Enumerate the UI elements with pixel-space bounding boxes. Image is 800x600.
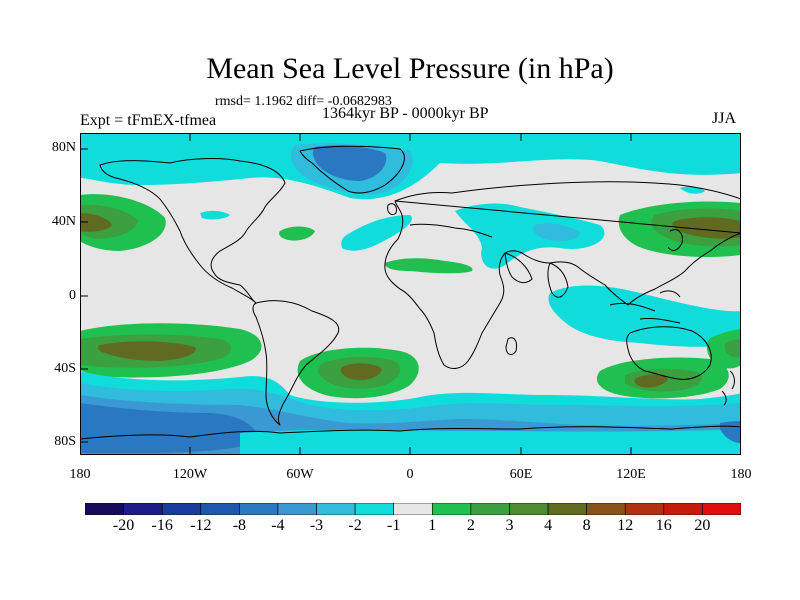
coast-mediterranean (409, 223, 493, 238)
colorbar-tick-label: 4 (544, 517, 553, 534)
colorbar-tick-label: 16 (655, 517, 672, 534)
lat-label-40s: 40S (54, 361, 76, 376)
colorbar-tick-label: 20 (694, 517, 711, 534)
colorbar-swatch (316, 503, 356, 515)
coast-new-zealand (721, 370, 735, 406)
coast-greenland (299, 145, 405, 194)
coast-japan (667, 229, 683, 251)
colorbar-swatch (547, 503, 587, 515)
antarctic-band (240, 429, 741, 455)
coast-india (547, 262, 569, 298)
colorbar-swatch (702, 503, 741, 515)
colorbar-tick-label: -16 (151, 517, 173, 534)
colorbar-tick-label: 2 (466, 517, 475, 534)
colorbar-tick-label: 1 (428, 517, 437, 534)
colorbar-swatch (200, 503, 240, 515)
arctic-low-region (80, 141, 741, 200)
colorbar-swatch (85, 503, 124, 515)
coast-arabia (504, 252, 533, 284)
lon-label-180-east: 180 (730, 467, 752, 482)
sahara-high (385, 258, 473, 274)
n-atlantic-high (279, 226, 315, 241)
colorbar-tick-label: 8 (582, 517, 591, 534)
colorbar-swatch (431, 503, 472, 515)
period-label: 1364kyr BP - 0000kyr BP (322, 105, 489, 122)
colorbar-tick-label: -1 (387, 517, 401, 534)
colorbar-tick-label: -20 (112, 517, 135, 534)
coast-british-isles (387, 203, 397, 216)
s-atlantic-high-core (340, 363, 382, 381)
axis-ticks (80, 133, 632, 455)
colorbar-swatch (586, 503, 626, 515)
coast-australia (626, 326, 712, 380)
colorbar-swatch (663, 503, 703, 515)
s-pacific-high-core (97, 341, 196, 361)
n-pacific-high-west-inner (80, 213, 112, 232)
southern-ocean-low-deep (80, 403, 260, 453)
colorbar-swatch (354, 503, 395, 515)
colorbar-swatch (123, 503, 163, 515)
coast-antarctica (80, 425, 741, 440)
colorbar-swatch (624, 503, 665, 515)
colorbar-swatch (161, 503, 202, 515)
season-label: JJA (712, 110, 737, 127)
colorbar-swatch (239, 503, 279, 515)
lat-label-0: 0 (69, 288, 76, 303)
lat-label-80s: 80S (54, 434, 76, 449)
lat-label-80n: 80N (51, 140, 76, 155)
colorbar-swatch (470, 503, 510, 515)
colorbar-swatch (277, 503, 317, 515)
lon-label-180-west: 180 (69, 467, 91, 482)
experiment-label: Expt = tFmEX-tfmea (80, 112, 217, 129)
colorbar-tick-label: -4 (271, 517, 285, 534)
n-pacific-high-east-inner (672, 217, 741, 239)
colorbar-tick-label: -12 (190, 517, 212, 534)
coast-south-america (252, 300, 340, 426)
s-pacific-east-high-core (725, 339, 741, 358)
colorbar-swatch (509, 503, 549, 515)
colorbar-tick-label: 12 (617, 517, 634, 534)
colorbar-tick-label: -8 (232, 517, 247, 534)
n-atlantic-low (341, 215, 412, 251)
map-title: Mean Sea Level Pressure (in hPa) (206, 52, 614, 85)
pressure-anomaly-map (80, 133, 741, 455)
colorbar-tick-label: -3 (309, 517, 324, 534)
colorbar-tick-label: -2 (348, 517, 362, 534)
lon-label-60e: 60E (509, 467, 533, 482)
small-atlantic-low (200, 210, 230, 220)
colorbar-tick-label: 3 (505, 517, 514, 534)
s-pacific-east-high (706, 329, 741, 369)
lat-label-40n: 40N (51, 214, 76, 229)
coast-north-america (99, 158, 286, 304)
lon-label-60w: 60W (286, 467, 314, 482)
colorbar (85, 503, 741, 515)
coast-se-asia-islands (609, 290, 681, 324)
eurasia-low (455, 203, 605, 269)
greenland-core-low (313, 145, 387, 181)
lon-label-0: 0 (406, 467, 414, 482)
asia-low-core (533, 223, 580, 241)
rmsd-diff-stats: rmsd= 1.1962 diff= -0.0682983 (215, 94, 392, 109)
australia-high-core (634, 374, 668, 388)
colorbar-swatch (393, 503, 433, 515)
coast-madagascar (505, 337, 517, 355)
lon-label-120e: 120E (616, 467, 646, 482)
coast-africa-eurasia (384, 181, 741, 369)
lon-label-120w: 120W (172, 467, 208, 482)
